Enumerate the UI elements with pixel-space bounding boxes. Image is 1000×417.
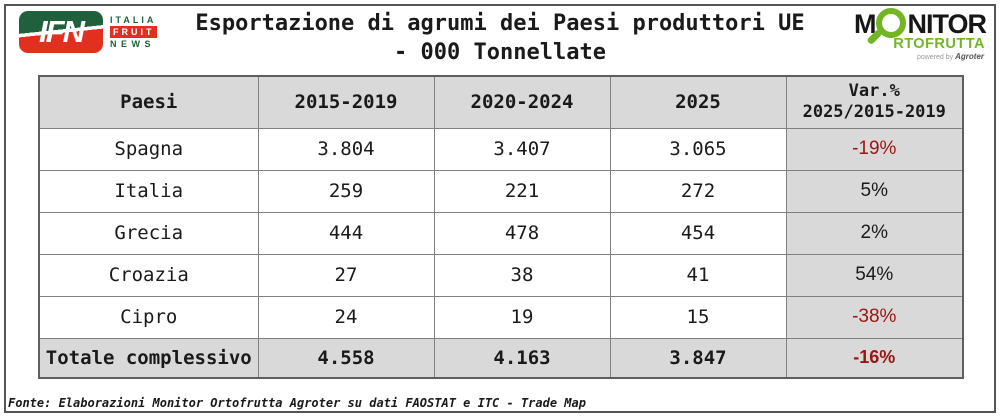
var-cell: -19% <box>785 127 964 171</box>
var-cell: -38% <box>785 295 964 339</box>
country-cell: Cipro <box>38 295 259 339</box>
value-cell: 259 <box>257 169 435 213</box>
var-header-line2: 2025/2015-2019 <box>802 102 946 123</box>
agroter-label: Agroter <box>955 52 984 61</box>
value-cell: 444 <box>257 211 435 255</box>
magnifier-icon <box>876 8 907 38</box>
ifn-badge-icon: IFN <box>19 11 103 53</box>
monitor-nitor: NITOR <box>907 9 987 39</box>
country-cell: Grecia <box>38 211 259 255</box>
var-cell: 2% <box>785 211 964 255</box>
value-cell: 272 <box>609 169 787 213</box>
var-header-line1: Var.% <box>848 81 900 102</box>
page-title: Esportazione di agrumi dei Paesi produtt… <box>0 9 1000 67</box>
source-note: Fonte: Elaborazioni Monitor Ortofrutta A… <box>8 396 586 410</box>
ifn-acronym: IFN <box>39 14 85 49</box>
total-value-cell: 3.847 <box>609 337 787 379</box>
col-header-var: Var.% 2025/2015-2019 <box>785 75 964 129</box>
value-cell: 454 <box>609 211 787 255</box>
table-row: Cipro 24 19 15 -38% <box>38 295 964 339</box>
table-row: Grecia 444 478 454 2% <box>38 211 964 255</box>
value-cell: 3.407 <box>433 127 611 171</box>
ortofrutta-label: RTOFRUTTA <box>893 36 985 52</box>
var-cell: 5% <box>785 169 964 213</box>
total-var-cell: -16% <box>785 337 964 379</box>
value-cell: 24 <box>257 295 435 339</box>
powered-by-label: powered by Agroter <box>816 52 986 61</box>
table-row: Spagna 3.804 3.407 3.065 -19% <box>38 127 964 171</box>
monitor-m: M <box>853 9 876 39</box>
table-row: Croazia 27 38 41 54% <box>38 253 964 297</box>
value-cell: 19 <box>433 295 611 339</box>
title-line-1: Esportazione di agrumi dei Paesi produtt… <box>195 11 805 36</box>
total-value-cell: 4.558 <box>257 337 435 379</box>
ifn-logo: IFN ITALIA FRUIT NEWS <box>19 11 157 53</box>
value-cell: 221 <box>433 169 611 213</box>
export-table: Paesi 2015-2019 2020-2024 2025 Var.% 202… <box>38 75 964 379</box>
value-cell: 478 <box>433 211 611 255</box>
col-header-paesi: Paesi <box>38 75 259 129</box>
total-label-cell: Totale complessivo <box>38 337 259 379</box>
col-header-2025: 2025 <box>609 75 787 129</box>
country-cell: Spagna <box>38 127 259 171</box>
value-cell: 41 <box>609 253 787 297</box>
ifn-fruit-label: FRUIT <box>110 26 157 38</box>
ifn-italia-label: ITALIA <box>110 15 157 25</box>
value-cell: 15 <box>609 295 787 339</box>
ifn-wordmark: ITALIA FRUIT NEWS <box>110 15 157 49</box>
monitor-ortofrutta-logo: M NITOR RTOFRUTTA powered by Agroter <box>816 8 987 61</box>
ifn-news-label: NEWS <box>110 39 155 49</box>
value-cell: 3.065 <box>609 127 787 171</box>
title-line-2: - 000 Tonnellate <box>394 40 606 65</box>
table-total-row: Totale complessivo 4.558 4.163 3.847 -16… <box>38 337 964 379</box>
country-cell: Italia <box>38 169 259 213</box>
monitor-wordmark: M NITOR <box>816 8 987 40</box>
value-cell: 38 <box>433 253 611 297</box>
country-cell: Croazia <box>38 253 259 297</box>
value-cell: 27 <box>257 253 435 297</box>
var-cell: 54% <box>785 253 964 297</box>
value-cell: 3.804 <box>257 127 435 171</box>
powered-by-text: powered by <box>916 54 956 61</box>
col-header-2020-2024: 2020-2024 <box>433 75 611 129</box>
total-value-cell: 4.163 <box>433 337 611 379</box>
col-header-2015-2019: 2015-2019 <box>257 75 435 129</box>
table-row: Italia 259 221 272 5% <box>38 169 964 213</box>
table-header-row: Paesi 2015-2019 2020-2024 2025 Var.% 202… <box>38 75 964 129</box>
